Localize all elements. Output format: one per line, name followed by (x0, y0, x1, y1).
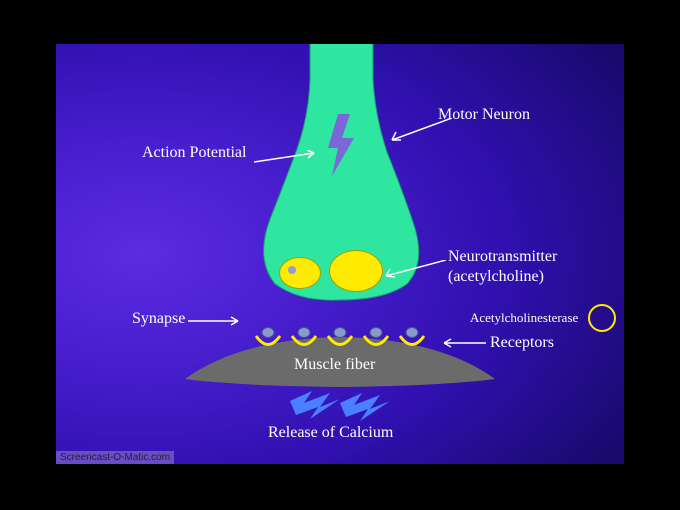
receptor (291, 327, 317, 347)
receptor-cup-icon (327, 335, 353, 347)
label-receptors: Receptors (490, 334, 554, 352)
label-synapse: Synapse (132, 310, 185, 328)
vesicle-right (329, 250, 383, 292)
arrow-action-potential (254, 150, 324, 164)
receptor-cup-icon (399, 335, 425, 347)
calcium-release-bolts-icon (290, 389, 390, 425)
receptor (327, 327, 353, 347)
diagram-frame: Action Potential Motor Neuron Neurotrans… (56, 44, 624, 464)
label-neurotransmitter-l2: (acetylcholine) (448, 268, 544, 286)
arrow-receptors (436, 338, 486, 348)
receptor (363, 327, 389, 347)
vesicle-dot (288, 266, 296, 274)
receptor (399, 327, 425, 347)
receptor (255, 327, 281, 347)
label-muscle-fiber: Muscle fiber (294, 356, 375, 374)
label-action-potential: Action Potential (142, 144, 246, 162)
arrow-synapse (188, 316, 246, 326)
label-ache: Acetylcholinesterase (470, 310, 578, 326)
cursor-highlight-ring-icon (588, 304, 616, 332)
label-neurotransmitter-l1: Neurotransmitter (448, 248, 557, 266)
receptor-row (255, 327, 425, 347)
label-motor-neuron: Motor Neuron (438, 106, 530, 124)
receptor-cup-icon (255, 335, 281, 347)
arrow-neurotransmitter (380, 260, 446, 278)
action-potential-bolt-icon (324, 114, 360, 176)
vesicle-left (279, 257, 321, 289)
watermark: Screencast-O-Matic.com (56, 451, 174, 464)
label-release-calcium: Release of Calcium (268, 424, 393, 442)
receptor-cup-icon (291, 335, 317, 347)
receptor-cup-icon (363, 335, 389, 347)
